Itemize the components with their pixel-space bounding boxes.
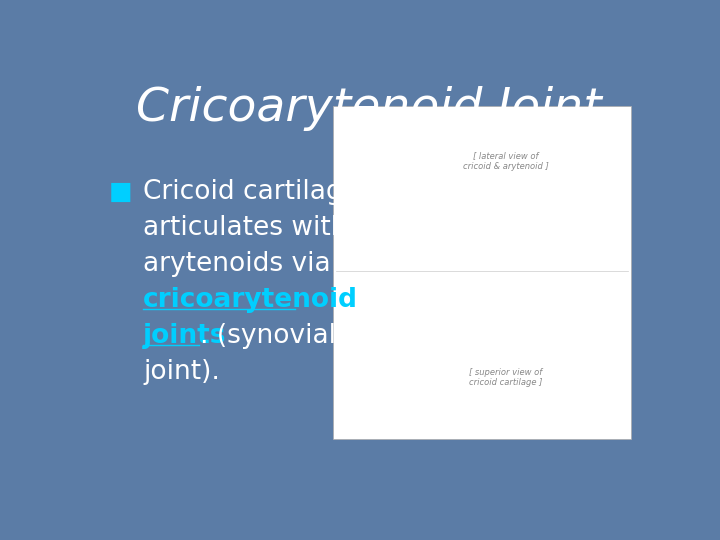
Text: arytenoids via the: arytenoids via the — [143, 251, 382, 277]
Text: joints: joints — [143, 323, 227, 349]
Text: joint).: joint). — [143, 360, 220, 386]
Text: Cricoarytenoid Joint: Cricoarytenoid Joint — [136, 86, 602, 131]
Text: [ lateral view of
cricoid & arytenoid ]: [ lateral view of cricoid & arytenoid ] — [463, 151, 549, 171]
Text: ■: ■ — [109, 180, 132, 204]
Bar — [333, 106, 631, 439]
Text: articulates with the: articulates with the — [143, 215, 400, 241]
Text: cricoarytenoid: cricoarytenoid — [143, 287, 358, 313]
Text: . (synovial: . (synovial — [200, 323, 336, 349]
Text: [ superior view of
cricoid cartilage ]: [ superior view of cricoid cartilage ] — [469, 368, 542, 387]
Text: Cricoid cartilage: Cricoid cartilage — [143, 179, 359, 205]
